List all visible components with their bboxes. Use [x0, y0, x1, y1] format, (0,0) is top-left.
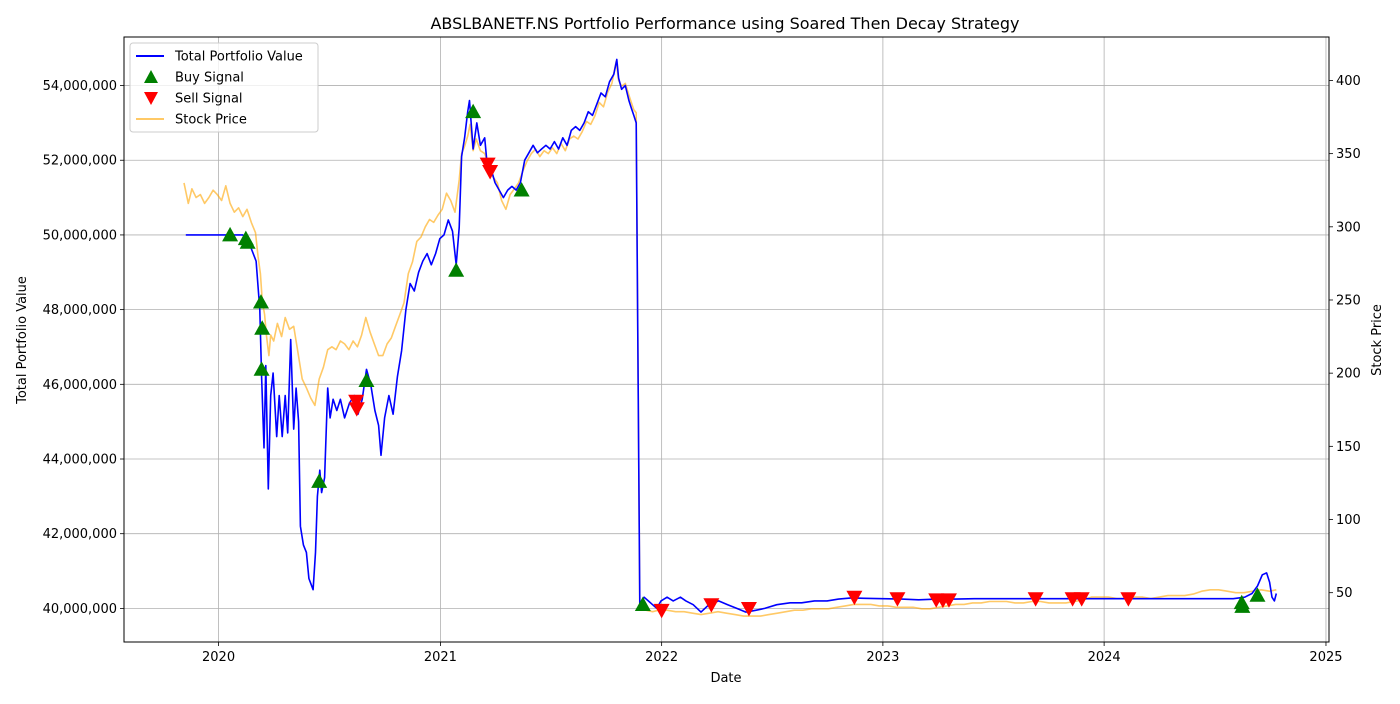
- portfolio-value-line: [185, 58, 1278, 613]
- y-tick-label: 46,000,000: [43, 378, 117, 393]
- sell-signal-marker: [846, 590, 863, 606]
- y-axis-right: 50 100 150 200 250 300 350 400: [1329, 74, 1361, 601]
- y-tick-label: 48,000,000: [43, 303, 117, 318]
- legend-label: Buy Signal: [175, 71, 244, 86]
- y2-tick-label: 300: [1336, 220, 1361, 235]
- x-tick-label: 2022: [645, 650, 678, 665]
- x-tick-label: 2023: [866, 650, 899, 665]
- buy-signal-marker: [253, 361, 270, 376]
- buy-signal-marker: [239, 234, 256, 249]
- sell-signal-marker: [348, 394, 365, 410]
- legend-label: Sell Signal: [175, 92, 243, 107]
- y2-tick-label: 50: [1336, 586, 1353, 601]
- y-tick-label: 44,000,000: [43, 453, 117, 468]
- y2-tick-label: 200: [1336, 367, 1361, 382]
- grid: [124, 37, 1329, 642]
- y-axis-left: 40,000,000 42,000,000 44,000,000 46,000,000…: [43, 79, 124, 617]
- buy-signal-marker: [448, 262, 465, 277]
- x-tick-label: 2024: [1088, 650, 1121, 665]
- signal-markers: [222, 103, 1266, 619]
- stock-price-series: [183, 60, 1277, 617]
- sell-signal-marker: [1073, 592, 1090, 607]
- x-tick-label: 2020: [202, 650, 235, 665]
- buy-signal-marker: [222, 226, 239, 242]
- buy-signal-marker: [513, 182, 530, 197]
- y2-tick-label: 400: [1336, 74, 1361, 89]
- y2-tick-label: 150: [1336, 440, 1361, 455]
- stock-price-line: [183, 60, 1277, 617]
- legend: Total Portfolio Value Buy Signal Sell Sign…: [129, 42, 319, 133]
- sell-signal-marker: [348, 402, 365, 417]
- plot-frame: [123, 36, 1330, 643]
- sell-signal-marker: [889, 592, 906, 607]
- buy-signal-marker: [1249, 587, 1266, 602]
- buy-signal-marker: [358, 372, 375, 387]
- x-tick-label: 2021: [424, 650, 457, 665]
- buy-signal-marker: [311, 473, 328, 488]
- y2-tick-label: 100: [1336, 513, 1361, 528]
- sell-signal-marker: [482, 165, 499, 180]
- sell-signal-marker: [740, 601, 757, 617]
- buy-signal-marker: [254, 320, 271, 335]
- buy-signal-marker: [1234, 598, 1251, 613]
- sell-signal-marker: [1027, 592, 1044, 607]
- legend-buy-swatch: [144, 70, 158, 83]
- legend-label: Total Portfolio Value: [174, 50, 303, 65]
- sell-signal-marker: [1120, 592, 1137, 607]
- y2-tick-label: 350: [1336, 147, 1361, 162]
- sell-signal-marker: [940, 593, 957, 608]
- y-tick-label: 50,000,000: [43, 228, 117, 243]
- buy-signal-marker: [252, 294, 269, 309]
- buy-signal-marker: [465, 103, 482, 119]
- y-tick-label: 54,000,000: [43, 79, 117, 94]
- y-tick-label: 42,000,000: [43, 527, 117, 542]
- sell-signal-marker: [653, 603, 670, 619]
- y2-tick-label: 250: [1336, 293, 1361, 308]
- legend-sell-swatch: [144, 92, 158, 105]
- legend-label: Stock Price: [175, 113, 247, 128]
- x-axis-label: Date: [710, 671, 741, 686]
- buy-signal-marker: [634, 596, 651, 612]
- x-axis: 2020 2021 2022 2023 2024 2025: [202, 642, 1343, 665]
- y2-axis-label: Stock Price: [1370, 304, 1385, 376]
- y-tick-label: 52,000,000: [43, 154, 117, 169]
- sell-signal-marker: [479, 157, 496, 172]
- portfolio-value-series: [185, 58, 1278, 613]
- x-tick-label: 2025: [1309, 650, 1342, 665]
- y-axis-label: Total Portfolio Value: [15, 276, 30, 405]
- legend-box: [129, 42, 319, 133]
- y-tick-label: 40,000,000: [43, 602, 117, 617]
- sell-signal-marker: [703, 598, 720, 613]
- chart-title: ABSLBANETF.NS Portfolio Performance usin…: [430, 14, 1019, 33]
